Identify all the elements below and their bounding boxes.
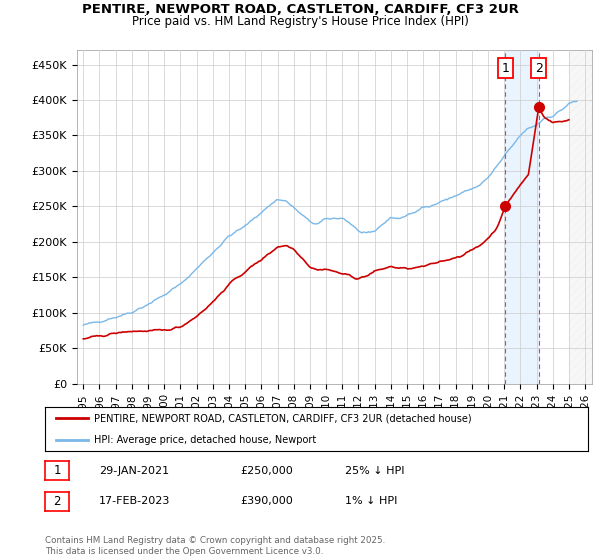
Text: £250,000: £250,000 xyxy=(240,466,293,476)
Text: PENTIRE, NEWPORT ROAD, CASTLETON, CARDIFF, CF3 2UR (detached house): PENTIRE, NEWPORT ROAD, CASTLETON, CARDIF… xyxy=(94,413,472,423)
Text: 2: 2 xyxy=(53,494,61,508)
Text: £390,000: £390,000 xyxy=(240,496,293,506)
Text: 1% ↓ HPI: 1% ↓ HPI xyxy=(345,496,397,506)
Text: 25% ↓ HPI: 25% ↓ HPI xyxy=(345,466,404,476)
Text: 2: 2 xyxy=(535,62,542,74)
Text: 17-FEB-2023: 17-FEB-2023 xyxy=(99,496,170,506)
Text: HPI: Average price, detached house, Newport: HPI: Average price, detached house, Newp… xyxy=(94,435,316,445)
Text: 29-JAN-2021: 29-JAN-2021 xyxy=(99,466,169,476)
Text: Price paid vs. HM Land Registry's House Price Index (HPI): Price paid vs. HM Land Registry's House … xyxy=(131,15,469,27)
Text: Contains HM Land Registry data © Crown copyright and database right 2025.
This d: Contains HM Land Registry data © Crown c… xyxy=(45,536,385,556)
Text: 1: 1 xyxy=(502,62,509,74)
Bar xyxy=(569,50,592,384)
Text: 1: 1 xyxy=(53,464,61,478)
Text: PENTIRE, NEWPORT ROAD, CASTLETON, CARDIFF, CF3 2UR: PENTIRE, NEWPORT ROAD, CASTLETON, CARDIF… xyxy=(82,3,518,16)
Bar xyxy=(505,50,539,384)
